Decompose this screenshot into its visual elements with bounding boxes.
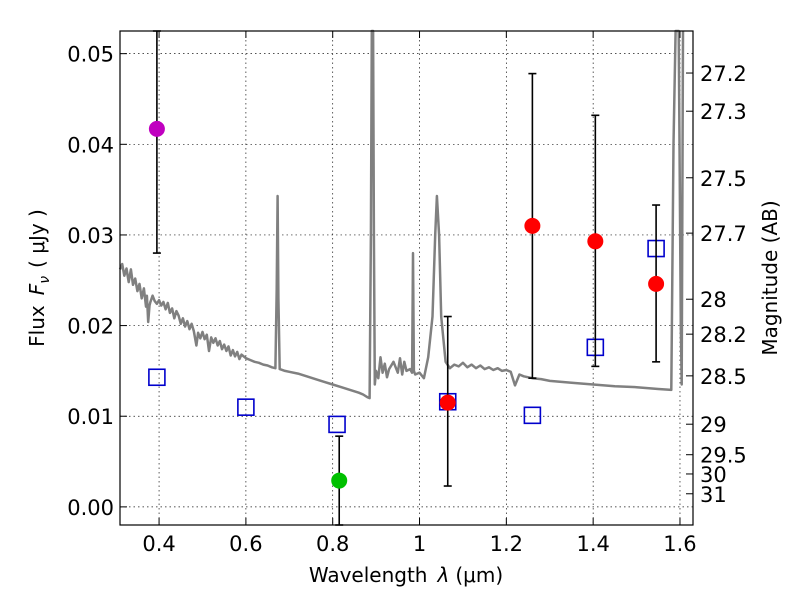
x-tick-label: 1 — [413, 532, 426, 556]
mag-tick-label: 29.5 — [700, 444, 747, 468]
mag-tick-label: 31 — [700, 483, 727, 507]
mag-tick-label: 30 — [700, 463, 727, 487]
flux-point — [524, 217, 541, 234]
model-square-point — [523, 406, 542, 425]
x-axis-title: Wavelength λ (μm) — [309, 563, 503, 587]
y-tick-label: 0.05 — [67, 43, 114, 67]
y-tick-label: 0.02 — [67, 315, 114, 339]
plot-frame — [119, 30, 694, 526]
marks-layer — [148, 30, 665, 526]
mag-tick-label: 29 — [700, 413, 727, 437]
x-tick-label: 0.6 — [229, 532, 262, 556]
spectrum-line — [118, 29, 685, 400]
axis-ticks: 0.4 0.6 0.8 1 1.2 1.4 1.6 0.00 0.01 0.02 0.03 0.04 0… — [67, 31, 747, 556]
mag-tick-label: 28.2 — [700, 323, 747, 347]
y-tick-label: 0.00 — [67, 496, 114, 520]
y2-axis-title: Magnitude (AB) — [758, 200, 782, 355]
x-tick-label: 1.6 — [663, 532, 696, 556]
mag-tick-label: 27.3 — [700, 100, 747, 124]
flux-point — [148, 120, 165, 137]
flux-point — [439, 394, 456, 411]
model-square-point — [148, 368, 166, 387]
flux-point — [587, 233, 604, 250]
y-tick-label: 0.03 — [67, 224, 114, 248]
mag-tick-label: 27.5 — [700, 167, 747, 191]
y-tick-label: 0.01 — [67, 405, 114, 429]
x-tick-label: 1.2 — [490, 532, 523, 556]
y-tick-label: 0.04 — [67, 133, 114, 157]
flux-point — [648, 275, 665, 292]
grid — [120, 31, 693, 525]
model-square-point — [328, 415, 346, 434]
x-tick-label: 0.4 — [142, 532, 175, 556]
mag-tick-label: 28 — [700, 288, 727, 312]
x-tick-label: 1.4 — [576, 532, 609, 556]
y-axis-title: FluxFν( μJy ) — [25, 209, 53, 347]
spectrum-layer — [118, 29, 685, 400]
mag-tick-label: 27.7 — [700, 222, 747, 246]
flux-point — [331, 472, 348, 489]
x-tick-label: 0.8 — [316, 532, 349, 556]
mag-tick-label: 28.5 — [700, 365, 747, 389]
mag-tick-label: 27.2 — [700, 62, 747, 86]
model-square-point — [237, 398, 255, 416]
